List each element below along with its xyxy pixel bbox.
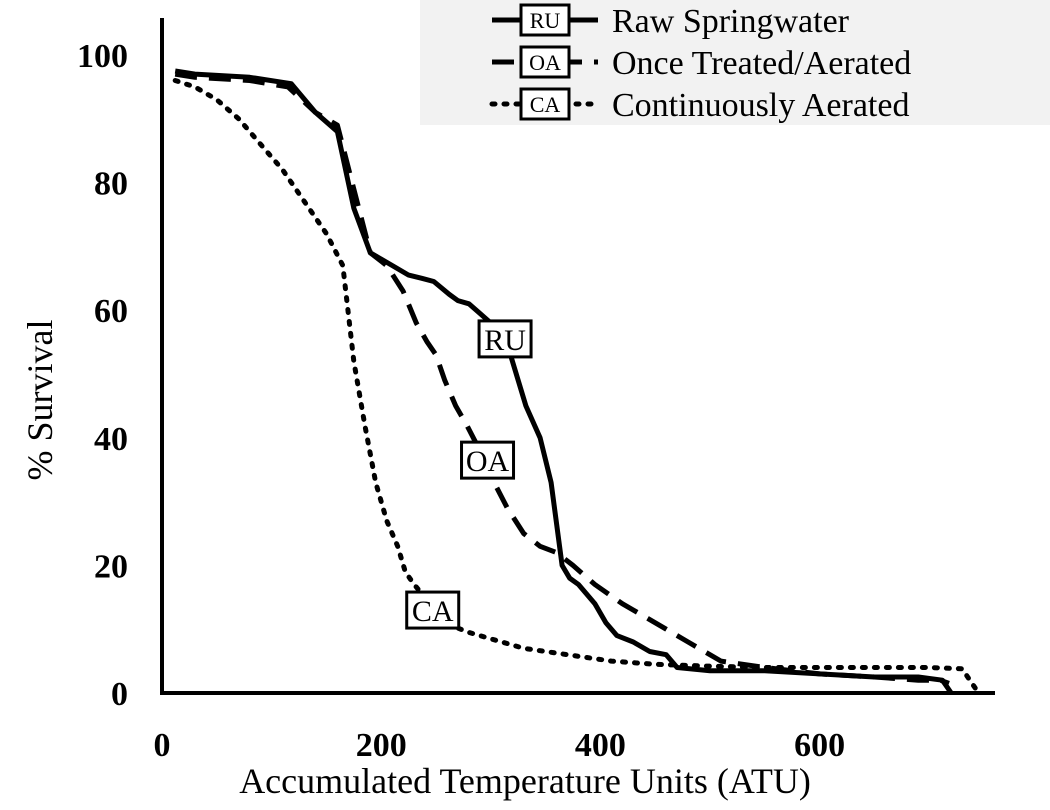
x-tick-label: 600: [794, 727, 845, 764]
series-tag-box: [460, 440, 516, 480]
axes: 0 20 40 60 80 100 0 200 400 600: [77, 18, 995, 764]
series-tag-label: RU: [484, 324, 526, 357]
legend-item-ca: CA Continuously Aerated: [489, 87, 909, 124]
legend-tag-label: OA: [529, 50, 561, 75]
series-line-ru: [174, 68, 954, 695]
series-tag-label: OA: [466, 445, 510, 478]
legend-tag-box: [519, 87, 571, 121]
legend-label: Continuously Aerated: [612, 87, 909, 124]
series-tags: RU OA CA: [405, 319, 533, 630]
x-tick-label: 200: [356, 727, 407, 764]
legend-tag-box: [519, 45, 571, 79]
y-tick-label: 0: [111, 676, 128, 713]
legend-item-ru: RU Raw Springwater: [492, 3, 850, 40]
y-tick-label: 80: [94, 166, 128, 203]
legend-tag-label: CA: [530, 92, 561, 117]
series-line-ca: [172, 78, 982, 696]
legend-tag-label: RU: [530, 8, 561, 33]
legend-tag-box: [519, 3, 571, 37]
series-tag-oa: OA: [460, 440, 516, 480]
y-axis-title: % Survival: [20, 320, 60, 481]
x-axis-title: Accumulated Temperature Units (ATU): [239, 761, 811, 801]
legend-item-oa: OA Once Treated/Aerated: [492, 45, 911, 82]
series-lines: [172, 68, 982, 696]
y-tick-label: 100: [77, 38, 128, 75]
series-tag-box: [477, 319, 533, 359]
series-tag-label: CA: [412, 595, 454, 628]
y-tick-label: 60: [94, 293, 128, 330]
series-line-oa: [174, 71, 950, 686]
y-tick-label: 40: [94, 421, 128, 458]
series-tag-ru: RU: [477, 319, 533, 359]
legend: RU Raw Springwater OA Once Treated/Aerated C…: [489, 3, 911, 124]
series-tag-box: [405, 590, 461, 630]
x-tick-label: 0: [154, 727, 171, 764]
series-tag-ca: CA: [405, 590, 461, 630]
x-tick-label: 400: [575, 727, 626, 764]
legend-label: Raw Springwater: [612, 3, 850, 40]
y-tick-label: 20: [94, 548, 128, 585]
legend-label: Once Treated/Aerated: [612, 45, 911, 82]
